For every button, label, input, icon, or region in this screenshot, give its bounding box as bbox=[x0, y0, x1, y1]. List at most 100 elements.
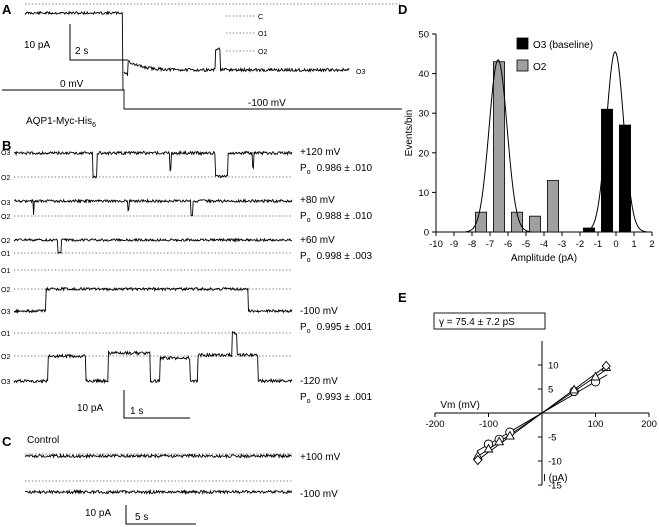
trace3-current bbox=[13, 237, 293, 255]
trace3-level-bottom: O1 bbox=[1, 251, 10, 258]
hist-bar bbox=[547, 180, 559, 233]
iv-x-axis-title: Vm (mV) bbox=[440, 400, 479, 411]
trace2-level-bottom: O2 bbox=[1, 214, 10, 221]
hist-bar bbox=[619, 124, 631, 233]
control-trace-1 bbox=[24, 452, 293, 460]
panel-c-title: Control bbox=[27, 435, 59, 446]
panel-b-letter: B bbox=[2, 138, 11, 153]
trace3-voltage: +60 mV bbox=[300, 235, 335, 246]
legend-swatch bbox=[516, 59, 529, 72]
conductance-label: γ = 75.4 ± 7.2 pS bbox=[439, 317, 515, 328]
hist-bar bbox=[601, 108, 613, 233]
hist-gaussian-fit bbox=[465, 58, 531, 233]
iv-point-diamond bbox=[601, 360, 611, 372]
hist-y-axis-title: Events/bin bbox=[404, 110, 415, 157]
hist-bar bbox=[475, 211, 487, 233]
iv-x-tick-label: 200 bbox=[641, 419, 657, 430]
panel-a-voltage-protocol bbox=[2, 89, 402, 110]
trace3-po: Po 0.998 ± .003 bbox=[300, 251, 373, 264]
iv-point-triangle bbox=[569, 384, 580, 394]
panel-a-v-hold: 0 mV bbox=[60, 79, 84, 90]
trace4-voltage: -100 mV bbox=[300, 306, 338, 317]
legend-swatch bbox=[516, 37, 529, 50]
hist-bar bbox=[511, 211, 523, 233]
level-o2-label: O2 bbox=[258, 49, 267, 56]
hist-y-tick-label: 20 bbox=[418, 148, 429, 159]
hist-x-tick-label: -5 bbox=[522, 239, 530, 250]
trace4-current bbox=[13, 286, 293, 314]
iv-y-tick-label: -10 bbox=[548, 457, 562, 468]
hist-x-tick-label: -3 bbox=[558, 239, 566, 250]
trace1-voltage: +120 mV bbox=[300, 147, 341, 158]
panel-b-title: AQP1-Myc-His6 bbox=[26, 116, 96, 129]
hist-y-tick-label: 50 bbox=[418, 30, 429, 41]
panel-c-v1: +100 mV bbox=[300, 452, 341, 463]
iv-x-tick-label: -100 bbox=[479, 419, 498, 430]
trace1-current bbox=[13, 150, 293, 180]
iv-y-tick-label: -5 bbox=[548, 433, 556, 444]
trace5-level-o3: O3 bbox=[1, 379, 10, 386]
iv-y-axis-title: I (pA) bbox=[543, 473, 567, 484]
trace4-po: Po 0.995 ± .001 bbox=[300, 322, 373, 335]
iv-y-tick-label: 10 bbox=[548, 361, 559, 372]
hist-y-tick-label: 10 bbox=[418, 188, 429, 199]
panel-c-scale-current: 10 pA bbox=[85, 508, 111, 519]
conductance-box bbox=[433, 312, 546, 330]
panel-c-scale-time: 5 s bbox=[135, 512, 148, 523]
trace5-voltage: -120 mV bbox=[300, 376, 338, 387]
hist-x-tick-label: -6 bbox=[504, 239, 512, 250]
trace2-level-top: O3 bbox=[1, 200, 10, 207]
panel-d-letter: D bbox=[398, 2, 407, 17]
hist-bar bbox=[529, 215, 541, 233]
trace2-voltage: +80 mV bbox=[300, 195, 335, 206]
iv-point-triangle bbox=[494, 436, 505, 446]
trace1-level-bottom: O2 bbox=[1, 175, 10, 182]
panel-a-scale-bar bbox=[69, 24, 128, 61]
panel-a-scale-time: 2 s bbox=[75, 46, 88, 57]
panel-b-scale-current: 10 pA bbox=[77, 403, 103, 414]
iv-point-diamond bbox=[473, 454, 483, 466]
hist-gaussian-fit bbox=[583, 51, 647, 233]
trace4-level-o3: O3 bbox=[1, 309, 10, 316]
panel-c-scale-bar bbox=[125, 505, 196, 525]
trace2-po: Po 0.988 ± .010 bbox=[300, 211, 373, 224]
iv-point-triangle bbox=[483, 443, 494, 453]
hist-x-tick-label: -4 bbox=[540, 239, 548, 250]
iv-y-tick-label: 5 bbox=[548, 385, 553, 396]
panel-a-current-trace bbox=[24, 10, 350, 91]
panel-c-v2: -100 mV bbox=[300, 489, 338, 500]
trace1-level-top: O3 bbox=[1, 150, 10, 157]
hist-x-axis-title: Amplitude (pA) bbox=[511, 253, 577, 264]
iv-chart: -200 -100 100 200 -15 -10 -5 5 10 Vm (mV) I (pA) γ … bbox=[425, 312, 657, 492]
trace2-current bbox=[13, 198, 293, 217]
panel-c-letter: C bbox=[2, 434, 12, 449]
iv-x-tick-label: -200 bbox=[425, 419, 444, 430]
hist-x-tick-label: 0 bbox=[613, 239, 618, 250]
hist-x-tick-label: -2 bbox=[576, 239, 584, 250]
hist-x-tick-label: -7 bbox=[486, 239, 494, 250]
trace5-level-o1: O1 bbox=[1, 331, 10, 338]
trace5-po: Po 0.993 ± .001 bbox=[300, 392, 373, 405]
iv-y-tick-label: -15 bbox=[548, 481, 562, 492]
panel-a-scale-current: 10 pA bbox=[24, 40, 50, 51]
hist-y-tick-label: 40 bbox=[418, 69, 429, 80]
level-o1-label: O1 bbox=[258, 31, 267, 38]
panel-b-scale-bar bbox=[123, 390, 190, 419]
trace5-level-o2: O2 bbox=[1, 354, 10, 361]
hist-y-tick-label: 0 bbox=[424, 228, 429, 239]
panel-a-letter: A bbox=[2, 2, 12, 17]
panel-a-v-step: -100 mV bbox=[248, 98, 286, 109]
control-trace-2 bbox=[24, 488, 293, 496]
hist-x-tick-label: 2 bbox=[649, 239, 654, 250]
hist-x-tick-label: -1 bbox=[594, 239, 602, 250]
hist-x-tick-label: -9 bbox=[450, 239, 458, 250]
trace3-level-top: O2 bbox=[1, 238, 10, 245]
panel-b-scale-time: 1 s bbox=[130, 406, 143, 417]
hist-x-tick-label: -8 bbox=[468, 239, 476, 250]
trace5-current bbox=[13, 330, 293, 385]
hist-x-tick-label: -10 bbox=[429, 239, 443, 250]
hist-x-tick-label: 1 bbox=[631, 239, 636, 250]
iv-x-tick-label: 100 bbox=[588, 419, 604, 430]
